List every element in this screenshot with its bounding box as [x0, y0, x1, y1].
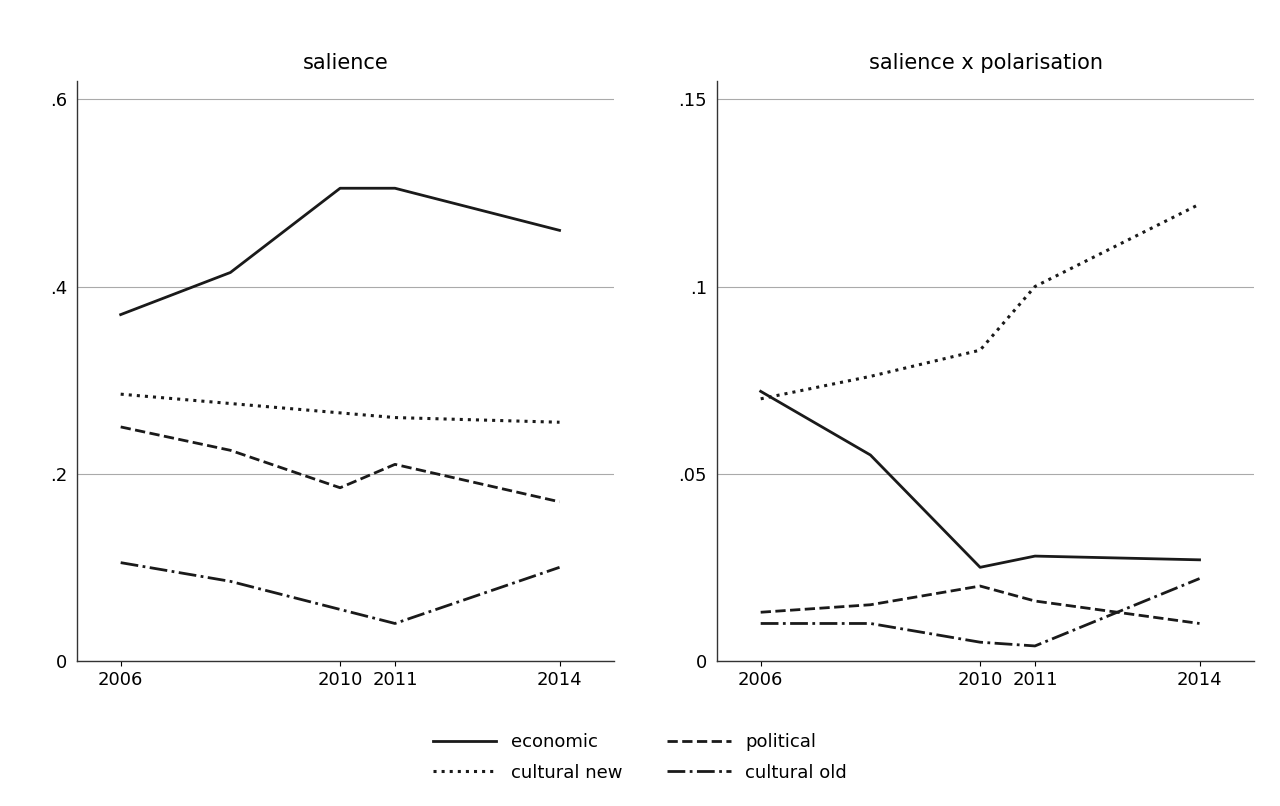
- Title: salience x polarisation: salience x polarisation: [869, 53, 1102, 73]
- Title: salience: salience: [303, 53, 388, 73]
- Legend: economic, cultural new, political, cultural old: economic, cultural new, political, cultu…: [426, 726, 854, 789]
